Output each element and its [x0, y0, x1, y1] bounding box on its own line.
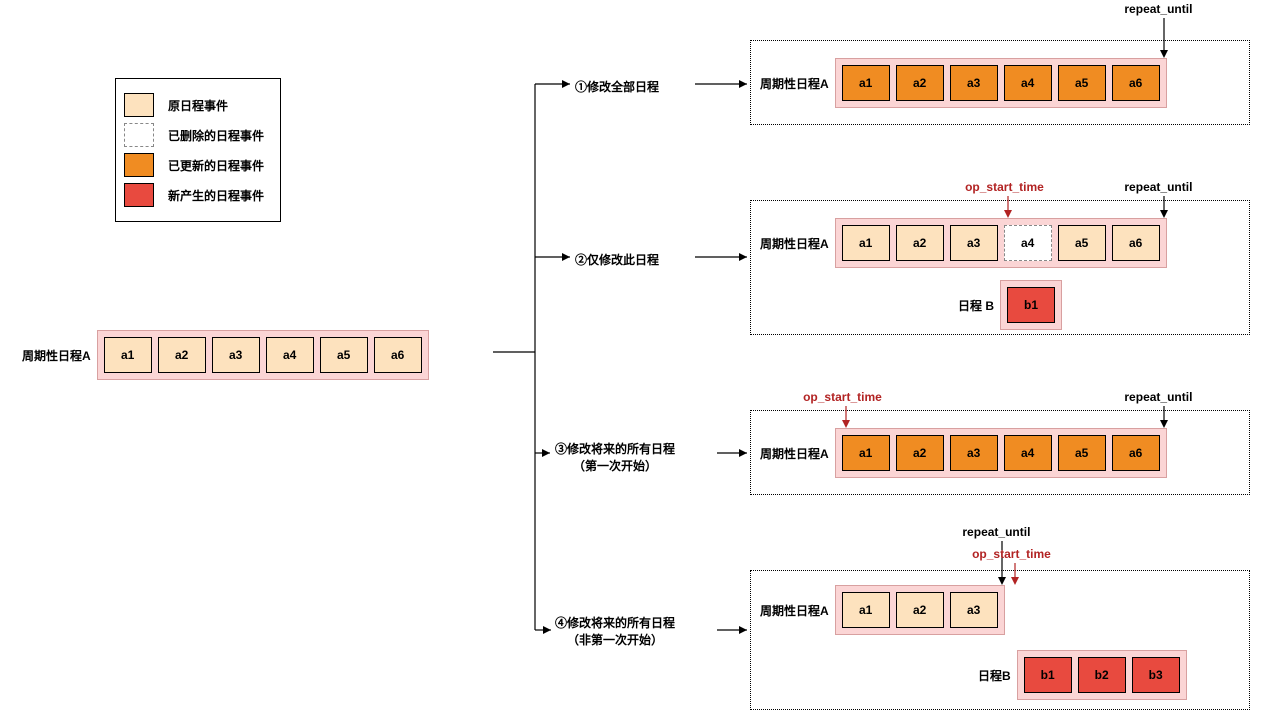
schedule-cell: a4 — [1004, 435, 1052, 471]
schedule-box: a1a2a3 — [835, 585, 1005, 635]
schedule-row: 日程 B b1 — [958, 280, 1062, 330]
legend-swatch — [124, 183, 154, 207]
schedule-cell: a4 — [1004, 225, 1052, 261]
schedule-label: 周期性日程A — [760, 75, 829, 92]
schedule-row: 日程B b1b2b3 — [978, 650, 1187, 700]
legend-item: 已删除的日程事件 — [124, 123, 264, 147]
source-schedule: 周期性日程A a1a2a3a4a5a6 — [22, 330, 429, 380]
schedule-box: a1a2a3a4a5a6 — [835, 58, 1167, 108]
marker-label: op_start_time — [965, 180, 1044, 194]
schedule-row: 周期性日程A a1a2a3 — [760, 585, 1005, 635]
schedule-cell: a3 — [950, 592, 998, 628]
schedule-cell: a3 — [950, 435, 998, 471]
schedule-cell: a4 — [1004, 65, 1052, 101]
schedule-cell: a6 — [1112, 225, 1160, 261]
marker-label: repeat_until — [962, 525, 1030, 539]
schedule-row: 周期性日程A a1a2a3a4a5a6 — [760, 218, 1167, 268]
schedule-cell: a3 — [950, 225, 998, 261]
schedule-cell: b1 — [1007, 287, 1055, 323]
schedule-cell: b2 — [1078, 657, 1126, 693]
marker-label: repeat_until — [1124, 180, 1192, 194]
marker-label: repeat_until — [1124, 390, 1192, 404]
schedule-label: 周期性日程A — [760, 235, 829, 252]
case-3-title: ③修改将来的所有日程（第一次开始） — [555, 440, 675, 474]
schedule-row: 周期性日程A a1a2a3a4a5a6 — [760, 58, 1167, 108]
schedule-cell: a1 — [842, 225, 890, 261]
case-4-title: ④修改将来的所有日程（非第一次开始） — [555, 614, 675, 648]
marker-label: op_start_time — [803, 390, 882, 404]
schedule-box: b1b2b3 — [1017, 650, 1187, 700]
schedule-cell: a2 — [896, 225, 944, 261]
schedule-box: b1 — [1000, 280, 1062, 330]
schedule-cell: a2 — [896, 435, 944, 471]
schedule-cell: a6 — [1112, 65, 1160, 101]
schedule-cell: b1 — [1024, 657, 1072, 693]
schedule-cell: a1 — [842, 65, 890, 101]
schedule-cell: a6 — [1112, 435, 1160, 471]
legend-item: 新产生的日程事件 — [124, 183, 264, 207]
schedule-box: a1a2a3a4a5a6 — [97, 330, 429, 380]
schedule-box: a1a2a3a4a5a6 — [835, 428, 1167, 478]
schedule-label: 日程 B — [958, 297, 994, 314]
schedule-cell: a6 — [374, 337, 422, 373]
schedule-cell: a4 — [266, 337, 314, 373]
schedule-cell: a3 — [212, 337, 260, 373]
legend: 原日程事件已删除的日程事件已更新的日程事件新产生的日程事件 — [115, 78, 281, 222]
legend-label: 原日程事件 — [168, 97, 228, 114]
legend-swatch — [124, 93, 154, 117]
schedule-cell: a1 — [842, 435, 890, 471]
schedule-cell: a5 — [1058, 435, 1106, 471]
legend-item: 已更新的日程事件 — [124, 153, 264, 177]
schedule-row: 周期性日程A a1a2a3a4a5a6 — [760, 428, 1167, 478]
case-2-title: ②仅修改此日程 — [575, 251, 659, 268]
schedule-cell: a5 — [320, 337, 368, 373]
schedule-label: 周期性日程A — [22, 347, 91, 364]
legend-swatch — [124, 123, 154, 147]
schedule-box: a1a2a3a4a5a6 — [835, 218, 1167, 268]
legend-item: 原日程事件 — [124, 93, 264, 117]
schedule-label: 周期性日程A — [760, 602, 829, 619]
legend-label: 新产生的日程事件 — [168, 187, 264, 204]
case-1-title: ①修改全部日程 — [575, 78, 659, 95]
legend-label: 已更新的日程事件 — [168, 157, 264, 174]
schedule-cell: a5 — [1058, 225, 1106, 261]
schedule-label: 日程B — [978, 667, 1011, 684]
marker-label: op_start_time — [972, 547, 1051, 561]
schedule-cell: b3 — [1132, 657, 1180, 693]
marker-label: repeat_until — [1124, 2, 1192, 16]
schedule-cell: a1 — [104, 337, 152, 373]
schedule-cell: a1 — [842, 592, 890, 628]
schedule-cell: a5 — [1058, 65, 1106, 101]
schedule-cell: a2 — [158, 337, 206, 373]
legend-label: 已删除的日程事件 — [168, 127, 264, 144]
schedule-cell: a2 — [896, 65, 944, 101]
legend-swatch — [124, 153, 154, 177]
schedule-cell: a2 — [896, 592, 944, 628]
schedule-cell: a3 — [950, 65, 998, 101]
schedule-label: 周期性日程A — [760, 445, 829, 462]
